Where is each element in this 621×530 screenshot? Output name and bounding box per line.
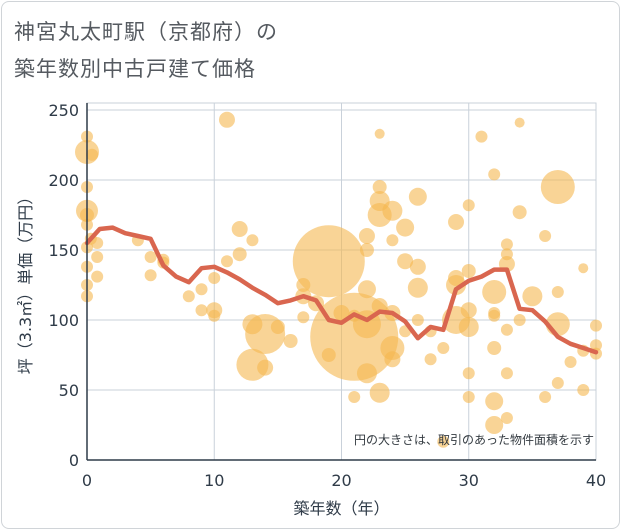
bubble-point [539, 230, 552, 242]
trend-line-series [84, 225, 599, 355]
bubble-point [257, 359, 274, 376]
bubble-point [485, 416, 504, 434]
bubble-point [374, 128, 385, 139]
bubble-point [482, 280, 507, 304]
bubble-point [182, 290, 195, 303]
bubble-point [356, 363, 377, 384]
x-tick-labels: 0 10 20 30 40 [82, 471, 606, 490]
bubble-point [297, 311, 310, 324]
bubble-point [460, 302, 477, 319]
bubble-point [488, 309, 501, 322]
bubble-point [91, 237, 104, 249]
bubble-point [513, 314, 526, 326]
bubble-point [411, 314, 424, 326]
bubble-point [396, 218, 415, 237]
x-tick-label: 30 [459, 471, 479, 490]
bubble-point [144, 251, 157, 263]
bubble-point [382, 200, 403, 221]
bubble-point [446, 275, 467, 295]
bubble-point [384, 351, 401, 368]
bubble-point [208, 272, 221, 284]
bubble-series [75, 111, 602, 448]
chart-title-line2: 築年数別中古戸建て価格 [14, 57, 256, 81]
axes [86, 103, 596, 461]
y-tick-label: 100 [48, 311, 79, 330]
bubble-point [407, 277, 428, 298]
bubble-point [461, 264, 476, 278]
y-tick-label: 200 [48, 171, 79, 190]
x-axis-label: 築年数（年） [293, 499, 389, 518]
bubble-point [458, 317, 479, 337]
y-tick-labels: 0 50 100 150 200 250 [48, 101, 79, 470]
bubble-point [91, 270, 104, 283]
y-tick-label: 250 [48, 101, 79, 120]
bubble-point [487, 341, 502, 355]
bubble-point [348, 391, 361, 403]
y-tick-label: 50 [59, 381, 79, 400]
bubble-point [488, 168, 501, 181]
average-price-line [84, 225, 599, 355]
bubble-point [539, 391, 552, 403]
bubble-point [283, 334, 298, 348]
x-tick-label: 10 [204, 471, 224, 490]
bubble-point [358, 228, 375, 244]
bubble-point [231, 221, 248, 237]
chart-title-line1: 神宮丸太町駅（京都府）の [14, 20, 278, 44]
bubble-point [590, 339, 602, 352]
bubble-point [386, 234, 399, 247]
bubble-point [590, 319, 602, 332]
bubble-point [292, 225, 365, 298]
bubble-point [86, 148, 99, 161]
y-axis-label: 坪（3.3㎡）単価（万円） [16, 189, 35, 374]
bubble-point [540, 170, 575, 204]
bubble-point [270, 320, 285, 334]
bubble-point [208, 309, 221, 322]
bubble-point [485, 392, 504, 411]
bubble-point [424, 353, 437, 366]
bubble-point [91, 251, 104, 263]
bubble-point [578, 263, 589, 274]
bubble-point [372, 180, 387, 194]
bubble-point [512, 205, 527, 220]
bubble-point [369, 382, 390, 403]
x-tick-label: 20 [331, 471, 351, 490]
bubble-point [462, 391, 475, 403]
bubble-point [357, 280, 376, 299]
x-tick-label: 0 [82, 471, 92, 490]
bubble-point [475, 130, 488, 143]
y-tick-label: 0 [69, 451, 79, 470]
bubble-point [195, 283, 208, 296]
bubble-point [397, 253, 414, 270]
chart-title: 神宮丸太町駅（京都府）の 築年数別中古戸建て価格 [14, 14, 574, 88]
bubble-point [500, 367, 513, 380]
bubble-size-note: 円の大きさは、取引のあった物件面積を示す [354, 432, 594, 447]
bubble-point [500, 238, 513, 251]
bubble-point [232, 247, 247, 262]
bubble-point [437, 342, 450, 354]
bubble-point [500, 412, 513, 424]
bubble-point [409, 258, 426, 275]
bubble-point [551, 377, 564, 389]
bubble-point [522, 286, 543, 307]
bubble-point [246, 234, 259, 247]
bubble-point [462, 199, 475, 212]
bubble-point [551, 286, 564, 298]
bubble-point [245, 314, 286, 354]
bubble-point [437, 435, 450, 448]
bubble-point [514, 117, 525, 128]
bubble-point [195, 304, 208, 317]
bubble-point [408, 187, 427, 206]
bubble-point [359, 243, 374, 257]
bubble-point [220, 255, 233, 268]
bubble-point [577, 384, 590, 396]
bubble-point [218, 111, 235, 128]
bubble-point [462, 367, 475, 380]
bubble-point [448, 214, 465, 230]
x-tick-label: 40 [586, 471, 606, 490]
bubble-point [500, 323, 513, 336]
bubble-point [144, 269, 157, 282]
bubble-point [564, 356, 577, 368]
y-tick-label: 150 [48, 241, 79, 260]
